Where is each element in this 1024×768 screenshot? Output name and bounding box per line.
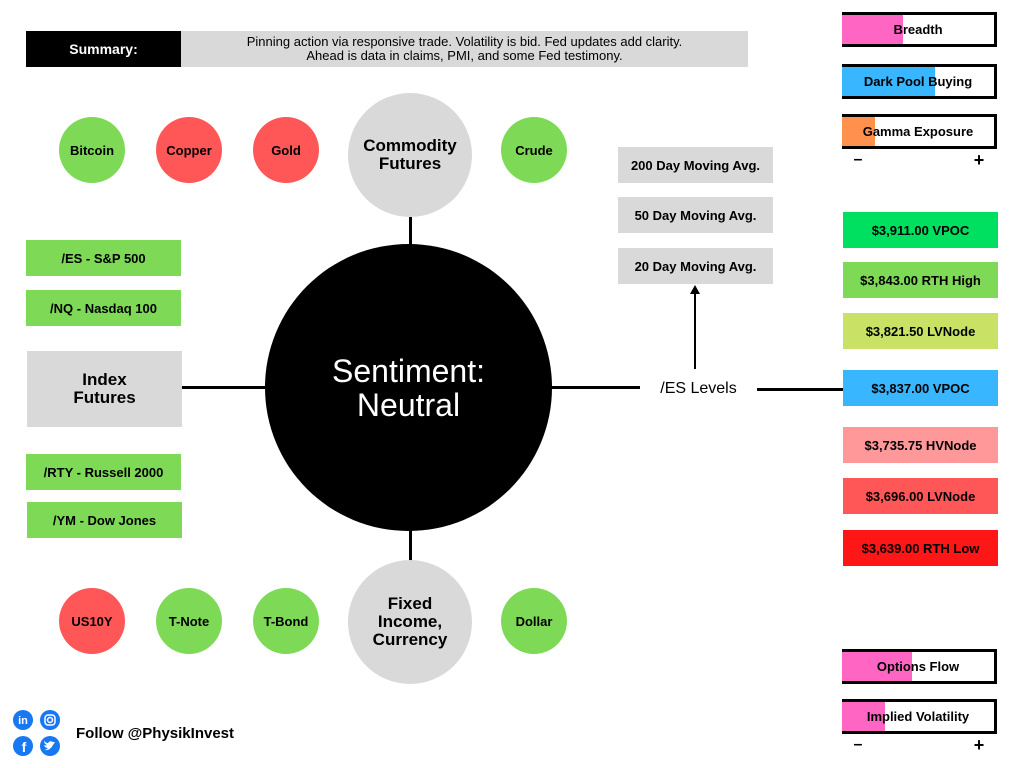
text-line: Futures xyxy=(73,388,136,407)
text-line: Sentiment: xyxy=(332,352,485,389)
price-level: $3,837.00 VPOC xyxy=(843,370,998,406)
facebook-icon[interactable] xyxy=(13,736,33,756)
connector xyxy=(550,386,640,389)
gauge: Implied Volatility xyxy=(842,699,997,734)
index-item: /RTY - Russell 2000 xyxy=(26,454,181,490)
text-line: Income, xyxy=(377,612,443,631)
index-item: /NQ - Nasdaq 100 xyxy=(26,290,181,326)
gauge-label: Dark Pool Buying xyxy=(863,74,973,89)
index-item: /ES - S&P 500 xyxy=(26,240,181,276)
gauge-fill xyxy=(842,702,885,731)
moving-average: 50 Day Moving Avg. xyxy=(618,197,773,233)
gauge-label: Breadth xyxy=(893,22,943,37)
price-level: $3,821.50 LVNode xyxy=(843,313,998,349)
gauge-fill xyxy=(842,652,912,681)
connector xyxy=(182,386,268,389)
gauge: Dark Pool Buying xyxy=(842,64,997,99)
social-icons: in f xyxy=(13,710,60,756)
index-item: /YM - Dow Jones xyxy=(27,502,182,538)
commodity-hub: Commodity Futures xyxy=(348,93,472,217)
index-hub: Index Futures xyxy=(27,351,182,427)
price-level: $3,639.00 RTH Low xyxy=(843,530,998,566)
linkedin-icon[interactable] xyxy=(13,710,33,730)
gauge-label: Options Flow xyxy=(876,659,960,674)
text-line: Futures xyxy=(378,154,442,173)
moving-average: 20 Day Moving Avg. xyxy=(618,248,773,284)
text-line: Fixed xyxy=(387,594,433,613)
summary-text: Pinning action via responsive trade. Vol… xyxy=(181,31,748,67)
text-line: Neutral xyxy=(356,386,461,423)
asset-circle: Copper xyxy=(156,117,222,183)
text-line: Index xyxy=(82,370,127,389)
gauge-label: Implied Volatility xyxy=(866,709,970,724)
gauge: Breadth xyxy=(842,12,997,47)
price-level: $3,911.00 VPOC xyxy=(843,212,998,248)
gauge-max: + xyxy=(973,734,985,755)
asset-circle: Dollar xyxy=(501,588,567,654)
gauge-max: + xyxy=(973,149,985,170)
text-line: Ahead is data in claims, PMI, and some F… xyxy=(306,48,623,63)
text-line: Commodity xyxy=(363,136,457,155)
gauge-label: Gamma Exposure xyxy=(862,124,974,139)
price-level: $3,696.00 LVNode xyxy=(843,478,998,514)
asset-circle: Crude xyxy=(501,117,567,183)
asset-circle: Bitcoin xyxy=(59,117,125,183)
text-line: Currency xyxy=(372,630,448,649)
svg-text:in: in xyxy=(18,715,28,727)
asset-circle: T-Bond xyxy=(253,588,319,654)
gauge-fill xyxy=(842,67,935,96)
price-level: $3,735.75 HVNode xyxy=(843,427,998,463)
connector xyxy=(409,530,412,562)
text-line: Pinning action via responsive trade. Vol… xyxy=(246,34,683,49)
moving-average: 200 Day Moving Avg. xyxy=(618,147,773,183)
asset-circle: Gold xyxy=(253,117,319,183)
connector xyxy=(409,217,412,245)
gauge-fill xyxy=(842,15,903,44)
follow-text: Follow @PhysikInvest xyxy=(76,724,234,742)
gauge-fill xyxy=(842,117,876,146)
connector xyxy=(757,388,843,391)
sentiment-circle: Sentiment: Neutral xyxy=(265,244,552,531)
gauge-min: – xyxy=(853,151,863,168)
summary-label: Summary: xyxy=(26,31,181,67)
gauge: Options Flow xyxy=(842,649,997,684)
arrow xyxy=(690,285,700,369)
asset-circle: US10Y xyxy=(59,588,125,654)
instagram-icon[interactable] xyxy=(40,710,60,730)
gauge-min: – xyxy=(853,736,863,753)
fixed-income-hub: Fixed Income, Currency xyxy=(348,560,472,684)
price-level: $3,843.00 RTH High xyxy=(843,262,998,298)
gauge: Gamma Exposure xyxy=(842,114,997,149)
es-levels-label: /ES Levels xyxy=(660,380,737,397)
asset-circle: T-Note xyxy=(156,588,222,654)
svg-text:f: f xyxy=(22,739,27,755)
